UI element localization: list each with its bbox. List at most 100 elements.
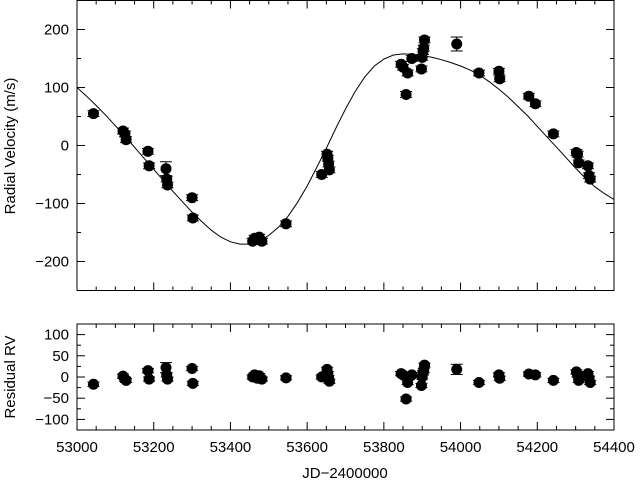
bottom-y-tick-label: −100 xyxy=(35,411,69,428)
top-data-point xyxy=(472,67,485,79)
top-data-point xyxy=(571,148,584,160)
top-data-point xyxy=(87,108,100,120)
model-fit-curve xyxy=(77,53,614,245)
bottom-marker xyxy=(573,374,585,386)
residual-panel: 53000 53200 53400 53600 53800 54000 54200 54400… xyxy=(2,323,635,482)
bottom-marker xyxy=(256,373,268,385)
bottom-marker xyxy=(584,377,596,389)
top-marker xyxy=(400,88,412,100)
x-tick-label: 53200 xyxy=(133,439,175,456)
top-marker xyxy=(418,42,430,54)
top-marker xyxy=(572,148,584,160)
bottom-data-point xyxy=(450,363,463,375)
top-data-point xyxy=(255,235,268,247)
top-marker xyxy=(523,90,535,102)
top-data-point xyxy=(141,145,154,157)
top-marker xyxy=(402,67,414,79)
top-data-point xyxy=(581,160,594,172)
bottom-data-point xyxy=(472,377,485,389)
bottom-data-point xyxy=(186,377,199,389)
x-tick-label: 54200 xyxy=(516,439,558,456)
top-y-tick-label: 200 xyxy=(44,22,69,39)
bottom-y-tick-label: −50 xyxy=(44,390,69,407)
bottom-marker xyxy=(415,379,427,391)
top-marker xyxy=(143,160,155,172)
bottom-marker xyxy=(142,365,154,377)
top-data-point xyxy=(418,34,431,46)
bottom-marker xyxy=(419,359,431,371)
top-data-point xyxy=(450,36,463,52)
bottom-marker xyxy=(547,374,559,386)
top-data-point xyxy=(161,179,174,191)
bottom-data-point xyxy=(493,372,506,384)
top-data-point xyxy=(186,212,199,224)
bottom-data-point xyxy=(141,365,154,377)
top-marker xyxy=(547,128,559,140)
bottom-data-point xyxy=(323,375,336,387)
top-data-point xyxy=(415,63,428,75)
top-data-point xyxy=(493,73,506,85)
top-marker xyxy=(160,163,172,175)
x-tick-label: 53800 xyxy=(363,439,405,456)
top-marker xyxy=(187,212,199,224)
top-marker xyxy=(494,73,506,85)
top-data-point xyxy=(401,67,414,79)
top-data-point xyxy=(400,88,413,100)
bottom-data-point xyxy=(572,374,585,386)
top-data-point xyxy=(547,128,560,140)
bottom-y-tick-label: 100 xyxy=(44,327,69,344)
top-marker xyxy=(162,179,174,191)
top-plot-frame xyxy=(76,0,615,291)
top-marker xyxy=(142,145,154,157)
top-marker xyxy=(573,157,585,169)
top-marker xyxy=(582,160,594,172)
top-marker xyxy=(256,235,268,247)
top-marker xyxy=(473,67,485,79)
top-data-point xyxy=(529,98,542,110)
top-marker xyxy=(406,53,418,64)
top-data-point xyxy=(143,160,156,172)
bottom-marker xyxy=(323,375,335,387)
bottom-data-point xyxy=(415,379,428,391)
bottom-marker xyxy=(186,363,198,375)
bottom-marker xyxy=(187,377,199,389)
bottom-marker xyxy=(529,369,541,381)
top-marker xyxy=(415,63,427,75)
radial-velocity-panel: −200 −100 0 100 200 Radial Velocity (m/s) xyxy=(2,0,615,291)
bottom-data-point xyxy=(186,363,199,375)
bottom-data-point xyxy=(255,373,268,385)
top-marker xyxy=(584,173,596,185)
bottom-data-point xyxy=(405,369,418,381)
top-data-point xyxy=(584,173,597,185)
top-marker xyxy=(87,108,99,120)
bottom-data-point xyxy=(400,393,413,405)
bottom-data-point xyxy=(280,372,293,384)
top-y-tick-label: −200 xyxy=(35,254,69,271)
bottom-data-point xyxy=(584,377,597,389)
bottom-data-point xyxy=(161,373,174,385)
bottom-marker xyxy=(494,372,506,384)
top-data-point xyxy=(323,164,336,176)
bottom-marker xyxy=(143,373,155,385)
top-y-tick-label: −100 xyxy=(35,196,69,213)
top-marker xyxy=(323,164,335,176)
top-marker xyxy=(120,134,132,146)
x-tick-label: 53600 xyxy=(286,439,328,456)
bottom-marker xyxy=(406,369,418,381)
x-axis-label: JD−2400000 xyxy=(302,465,388,482)
top-y-tick-label: 100 xyxy=(44,80,69,97)
top-data-point xyxy=(186,192,199,204)
bottom-marker xyxy=(400,393,412,405)
bottom-marker xyxy=(87,378,99,390)
x-tick-label: 54000 xyxy=(440,439,482,456)
x-tick-label: 54400 xyxy=(593,439,635,456)
top-data-point xyxy=(120,134,133,146)
bottom-y-tick-label: 50 xyxy=(52,348,69,365)
bottom-data-point xyxy=(529,369,542,381)
bottom-marker xyxy=(162,373,174,385)
top-data-point xyxy=(280,218,293,230)
top-marker xyxy=(419,34,431,46)
top-y-tick-label: 0 xyxy=(61,138,69,155)
bottom-marker xyxy=(280,372,292,384)
